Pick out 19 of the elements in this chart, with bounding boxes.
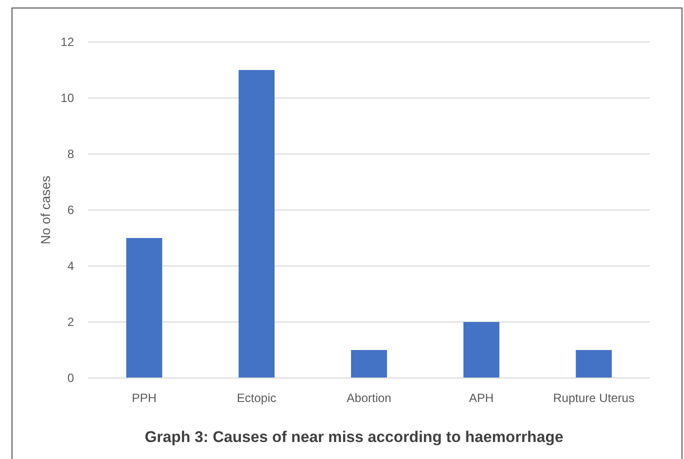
- bar: [351, 350, 387, 378]
- x-tick-label: APH: [469, 391, 494, 405]
- text: Graph 3: Causes of near miss according to haemorrhage: [144, 429, 564, 446]
- bar: [576, 350, 612, 378]
- y-axis-title: No of cases: [38, 175, 53, 244]
- y-tick-label: 12: [60, 35, 74, 50]
- y-tick-label: 2: [67, 315, 74, 330]
- y-tick-label: 6: [67, 203, 74, 218]
- x-tick-label: Ectopic: [236, 391, 276, 405]
- bar: [238, 70, 275, 378]
- x-tick-label: Abortion: [346, 391, 392, 405]
- y-tick-label: 4: [67, 259, 74, 274]
- bar: [126, 238, 162, 378]
- bar: [463, 322, 500, 378]
- x-tick-label: Rupture Uterus: [553, 391, 634, 405]
- x-tick-label: PPH: [132, 391, 157, 405]
- y-tick-label: 8: [67, 147, 74, 162]
- y-tick-label: 10: [60, 91, 74, 106]
- y-tick-label: 0: [67, 371, 74, 386]
